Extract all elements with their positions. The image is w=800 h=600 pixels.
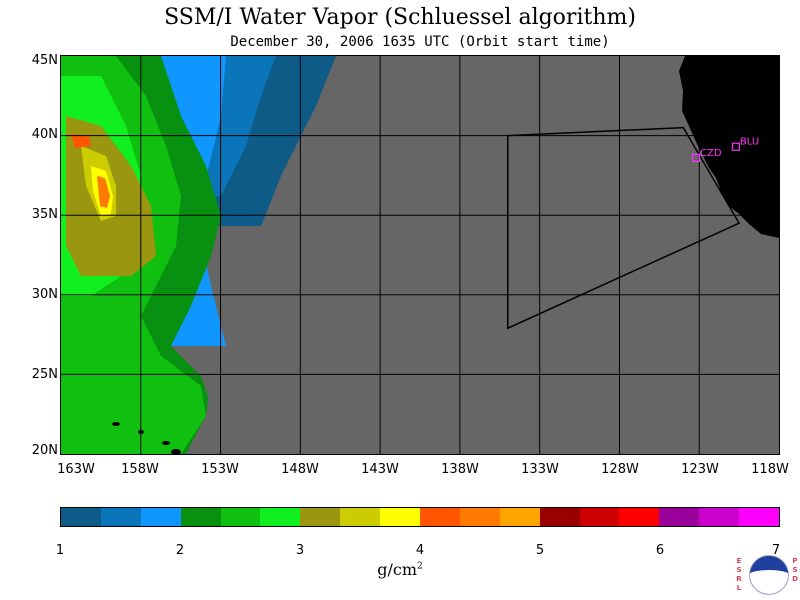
colorbar-swatch <box>61 508 101 526</box>
lon-tick-118w: 118W <box>751 462 789 477</box>
lat-tick-25n: 25N <box>31 367 58 382</box>
california-landmass <box>679 56 779 238</box>
lon-tick-143w: 143W <box>361 462 399 477</box>
logo-letter: S <box>736 566 742 574</box>
colorbar-tick-6: 6 <box>655 543 665 558</box>
colorbar <box>60 507 780 527</box>
colorbar-swatch <box>659 508 700 526</box>
colorbar-swatch <box>499 508 540 526</box>
swath-red <box>71 134 91 148</box>
colorbar-swatch <box>539 508 580 526</box>
colorbar-swatch <box>579 508 620 526</box>
hawaii-island-1 <box>112 422 120 426</box>
map-grid <box>61 56 779 454</box>
lon-tick-158w: 158W <box>121 462 159 477</box>
lat-tick-35n: 35N <box>31 207 58 222</box>
colorbar-swatch <box>380 508 421 526</box>
colorbar-tick-2: 2 <box>175 543 185 558</box>
water-vapor-map: CZD BLU <box>60 55 780 455</box>
stations: CZD BLU <box>691 137 759 162</box>
lat-tick-20n: 20N <box>31 443 58 458</box>
lon-tick-128w: 128W <box>601 462 639 477</box>
logo-letter: D <box>792 575 798 583</box>
colorbar-swatch <box>140 508 181 526</box>
colorbar-swatch <box>739 508 780 526</box>
colorbar-swatch <box>180 508 221 526</box>
logo-letter: E <box>736 557 742 565</box>
colorbar-swatch <box>619 508 660 526</box>
lon-tick-153w: 153W <box>201 462 239 477</box>
hawaii-island-3 <box>162 441 170 445</box>
units-base: g/cm <box>377 560 418 579</box>
colorbar-tick-5: 5 <box>535 543 545 558</box>
colorbar-swatch <box>220 508 261 526</box>
colorbar-swatch <box>420 508 460 526</box>
colorbar-swatch <box>340 508 381 526</box>
lon-tick-123w: 123W <box>681 462 719 477</box>
lon-tick-138w: 138W <box>441 462 479 477</box>
chart-subtitle: December 30, 2006 1635 UTC (Orbit start … <box>230 34 610 50</box>
colorbar-swatch <box>300 508 341 526</box>
colorbar-units: g/cm2 <box>360 560 440 579</box>
station-marker-czd <box>691 153 701 162</box>
station-label-blu: BLU <box>740 137 759 148</box>
colorbar-swatch <box>459 508 500 526</box>
lat-tick-45n: 45N <box>31 53 58 68</box>
outlined-region <box>507 126 741 330</box>
colorbar-swatch <box>260 508 301 526</box>
colorbar-swatch <box>100 508 141 526</box>
station-marker-blu <box>731 142 741 151</box>
lat-tick-30n: 30N <box>31 287 58 302</box>
no-data-region <box>186 56 779 454</box>
colorbar-tick-7: 7 <box>771 543 781 558</box>
map-canvas: CZD BLU <box>61 56 779 454</box>
swath-orange <box>97 176 110 208</box>
chart-title: SSM/I Water Vapor (Schluessel algorithm) <box>164 5 636 30</box>
lon-tick-148w: 148W <box>281 462 319 477</box>
station-label-czd: CZD <box>700 148 722 159</box>
logo-letter: S <box>792 566 798 574</box>
lon-tick-133w: 133W <box>521 462 559 477</box>
hawaii-island-4 <box>171 449 181 454</box>
logo-letter: R <box>736 575 742 583</box>
logo-letter: P <box>792 557 798 565</box>
lon-tick-163w: 163W <box>57 462 95 477</box>
colorbar-tick-3: 3 <box>295 543 305 558</box>
noaa-seal-icon <box>749 555 789 595</box>
colorbar-tick-1: 1 <box>55 543 65 558</box>
colorbar-tick-4: 4 <box>415 543 425 558</box>
units-exponent: 2 <box>417 561 423 572</box>
colorbar-swatch <box>699 508 740 526</box>
logo-letter: L <box>736 584 742 592</box>
lat-tick-40n: 40N <box>31 127 58 142</box>
